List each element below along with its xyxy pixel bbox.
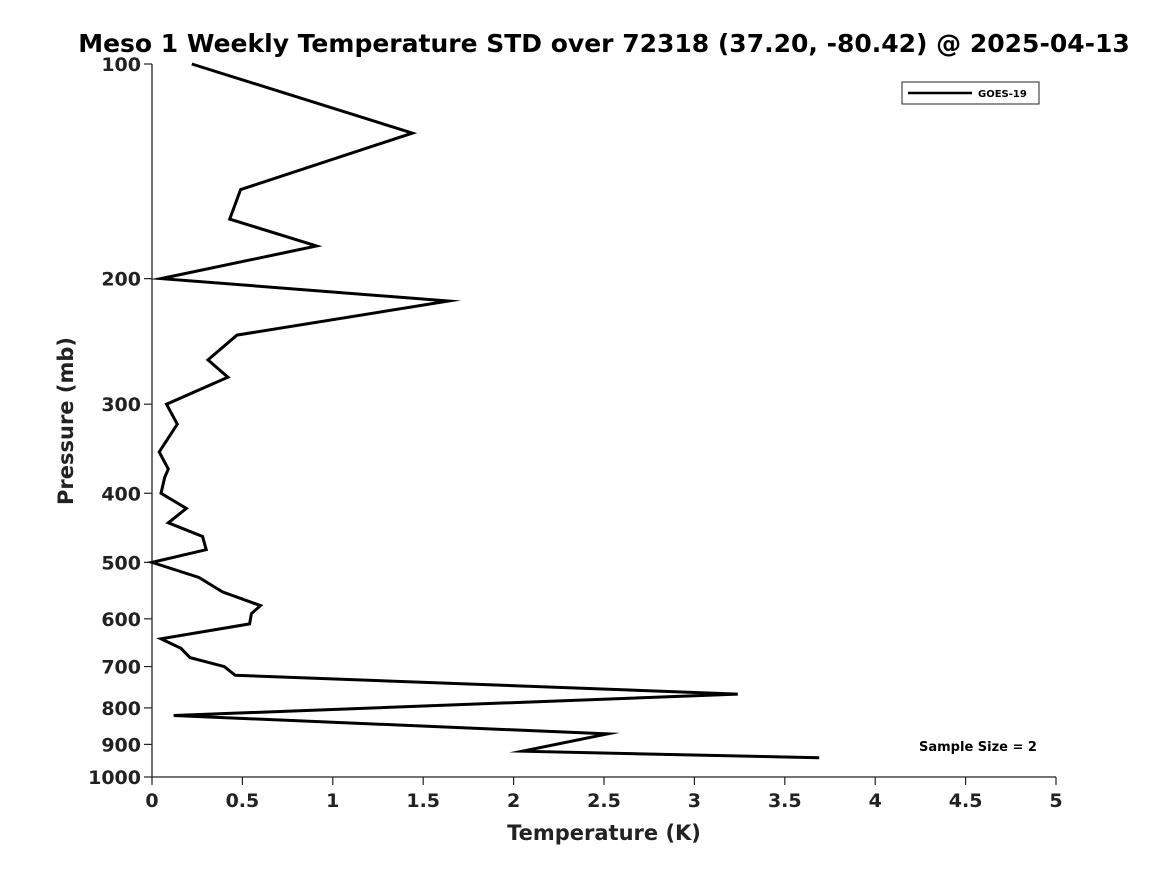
- x-tick-label: 2.5: [587, 790, 621, 812]
- x-tick-label: 1: [326, 790, 339, 812]
- x-tick-label: 0.5: [226, 790, 260, 812]
- y-tick-label: 100: [101, 54, 141, 76]
- y-tick-label: 200: [101, 269, 141, 291]
- series-layer: [146, 62, 820, 760]
- y-tick-label: 900: [101, 734, 141, 756]
- x-ticks: 0 0.5 1 1.5 2 2.5 3 3.5 4 4.5 5: [145, 777, 1063, 812]
- x-axis-label: Temperature (K): [507, 821, 701, 845]
- x-tick-label: 2: [507, 790, 520, 812]
- y-ticks: 100 200 300 400 500 600 700 800 900 1000: [88, 54, 152, 789]
- y-tick-label: 600: [101, 609, 141, 631]
- y-tick-label: 800: [101, 698, 141, 720]
- y-axis-label: Pressure (mb): [54, 337, 78, 505]
- legend: GOES-19: [901, 81, 1040, 105]
- y-tick-label: 500: [101, 552, 141, 574]
- x-tick-label: 4: [869, 790, 882, 812]
- series-line-goes-19: [146, 62, 820, 760]
- sample-size-annotation: Sample Size = 2: [919, 740, 1037, 755]
- x-tick-label: 5: [1049, 790, 1062, 812]
- chart-title: Meso 1 Weekly Temperature STD over 72318…: [78, 29, 1130, 58]
- y-tick-label: 300: [101, 394, 141, 416]
- y-tick-label: 700: [101, 657, 141, 679]
- x-tick-label: 4.5: [949, 790, 983, 812]
- x-tick-label: 3.5: [768, 790, 802, 812]
- legend-label-goes-19: GOES-19: [978, 89, 1027, 100]
- y-tick-label: 400: [101, 483, 141, 505]
- y-tick-label: 1000: [88, 767, 141, 789]
- x-tick-label: 0: [145, 790, 158, 812]
- x-tick-label: 1.5: [406, 790, 440, 812]
- x-tick-label: 3: [688, 790, 701, 812]
